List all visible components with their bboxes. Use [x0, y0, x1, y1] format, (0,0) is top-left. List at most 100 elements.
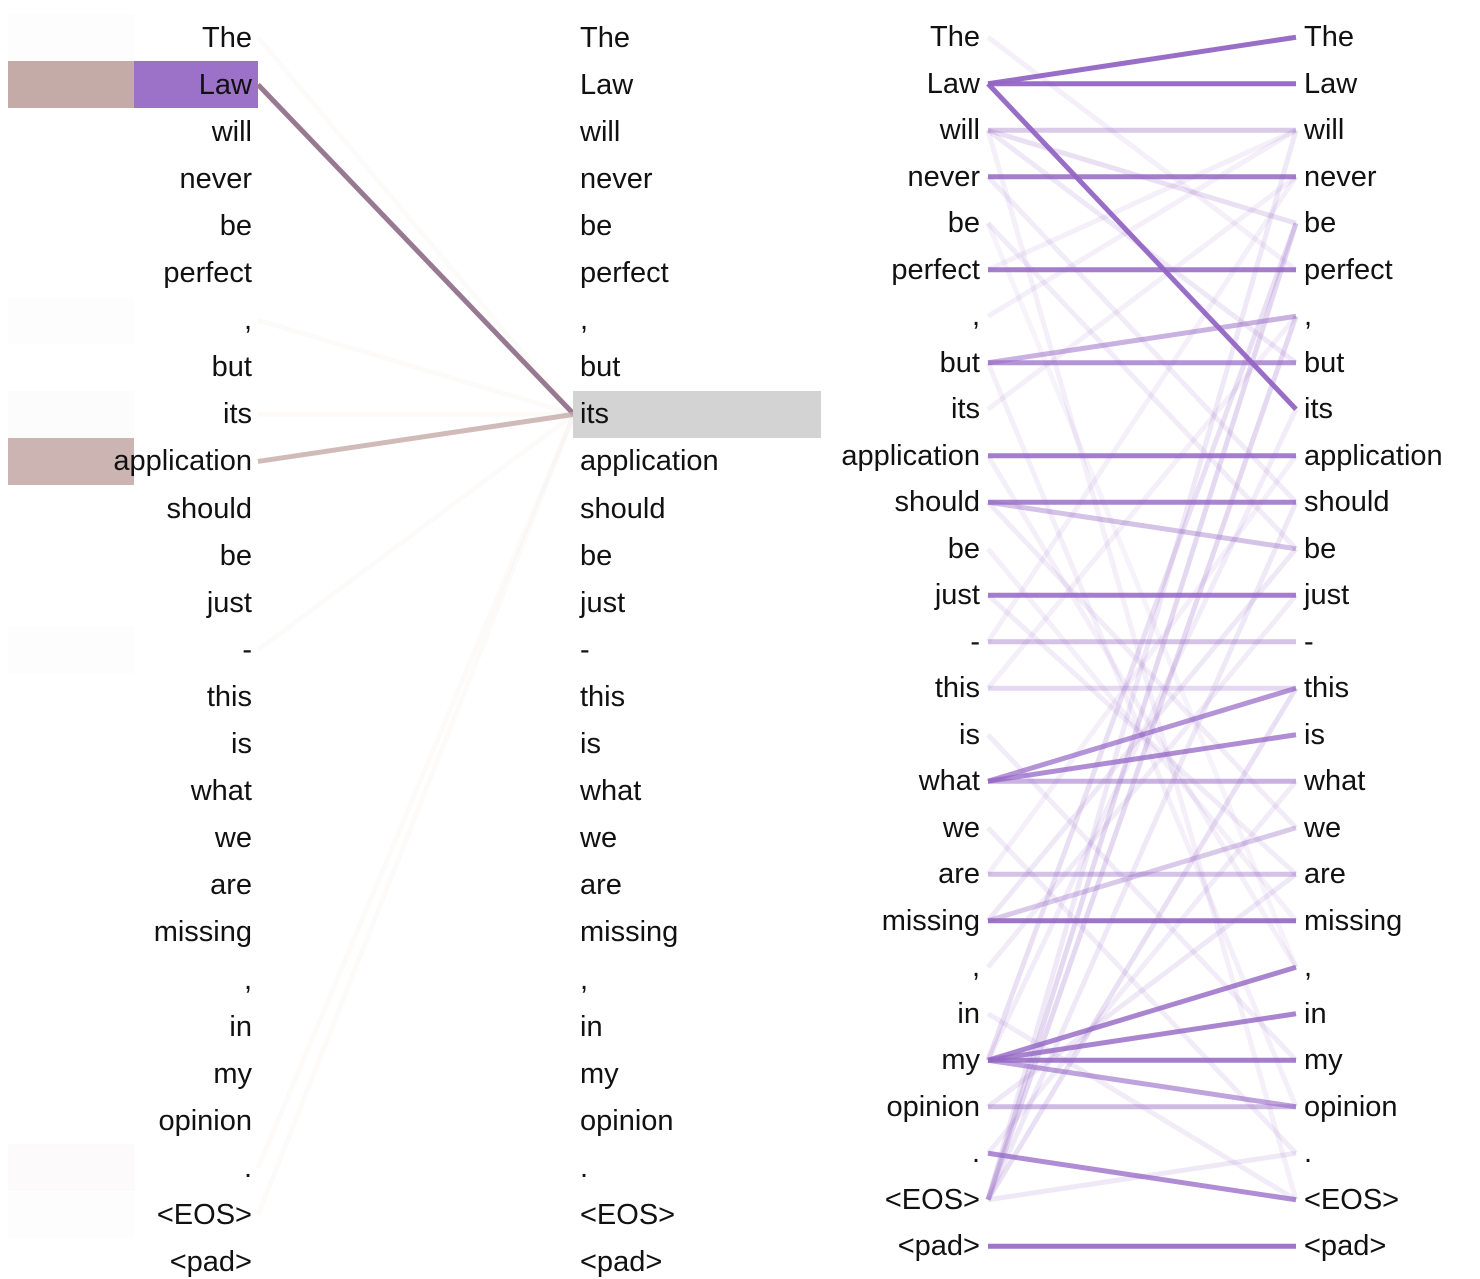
right-target-token[interactable]: what [1304, 765, 1366, 798]
left-source-token[interactable]: <pad> [169, 1246, 252, 1279]
right-target-token[interactable]: be [1304, 207, 1337, 240]
left-source-token[interactable]: this [206, 680, 252, 713]
right-source-token[interactable]: what [918, 765, 980, 798]
right-target-token[interactable]: never [1304, 160, 1377, 193]
right-source-token[interactable]: its [951, 393, 980, 426]
left-target-token[interactable]: but [580, 351, 621, 384]
left-source-token[interactable]: , [243, 963, 252, 996]
left-source-token[interactable]: is [231, 728, 252, 761]
right-source-token[interactable]: <EOS> [884, 1183, 980, 1216]
right-source-token[interactable]: we [942, 811, 980, 844]
left-target-token[interactable]: in [580, 1010, 603, 1043]
right-source-token[interactable]: <pad> [897, 1230, 980, 1263]
right-source-token[interactable]: just [934, 579, 980, 612]
right-source-token[interactable]: my [941, 1044, 980, 1077]
right-target-token[interactable]: . [1304, 1137, 1313, 1170]
left-source-token[interactable]: my [213, 1057, 252, 1090]
left-target-token[interactable]: <pad> [580, 1246, 663, 1279]
right-target-token[interactable]: <EOS> [1304, 1183, 1400, 1216]
right-source-token[interactable]: , [971, 951, 980, 984]
right-target-token[interactable]: The [1304, 21, 1354, 54]
left-target-token[interactable]: perfect [580, 257, 669, 290]
right-source-token[interactable]: , [971, 300, 980, 333]
right-target-token[interactable]: opinion [1304, 1090, 1398, 1123]
left-target-token[interactable]: <EOS> [580, 1199, 676, 1232]
left-source-token[interactable]: application [113, 445, 252, 478]
left-source-token[interactable]: . [243, 1151, 252, 1184]
left-target-token[interactable]: application [580, 445, 719, 478]
right-target-token[interactable]: but [1304, 346, 1345, 379]
right-target-token[interactable]: , [1304, 300, 1313, 333]
left-source-token[interactable]: - [242, 633, 252, 666]
left-target-token[interactable]: never [580, 162, 653, 195]
left-source-token[interactable]: perfect [163, 257, 252, 290]
right-target-token[interactable]: application [1304, 439, 1443, 472]
right-source-token[interactable]: . [971, 1137, 980, 1170]
left-source-token[interactable]: be [219, 539, 252, 572]
left-target-token[interactable]: - [580, 633, 590, 666]
right-target-token[interactable]: we [1304, 811, 1342, 844]
right-target-token[interactable]: missing [1304, 904, 1403, 937]
left-target-token[interactable]: are [580, 869, 622, 902]
right-target-token[interactable]: my [1304, 1044, 1343, 1077]
left-source-token[interactable]: are [210, 869, 252, 902]
right-target-token[interactable]: in [1304, 997, 1327, 1030]
left-source-token[interactable]: will [211, 115, 252, 148]
right-target-token[interactable]: are [1304, 858, 1346, 891]
right-source-token[interactable]: The [930, 21, 980, 54]
left-target-token[interactable]: be [580, 539, 613, 572]
right-source-token[interactable]: are [938, 858, 980, 891]
right-target-token[interactable]: should [1304, 486, 1390, 519]
right-source-token[interactable]: but [939, 346, 980, 379]
right-target-token[interactable]: be [1304, 532, 1337, 565]
left-target-token[interactable]: opinion [580, 1104, 674, 1137]
left-target-token[interactable]: what [580, 775, 642, 808]
left-target-token[interactable]: we [580, 822, 618, 855]
right-target-token[interactable]: Law [1304, 67, 1358, 100]
right-source-token[interactable]: opinion [886, 1090, 980, 1123]
left-source-token[interactable]: we [214, 822, 252, 855]
right-source-token[interactable]: should [894, 486, 980, 519]
left-source-token[interactable]: its [223, 398, 252, 431]
right-target-token[interactable]: its [1304, 393, 1333, 426]
right-source-token[interactable]: will [939, 114, 980, 147]
left-target-token[interactable]: its [580, 398, 609, 431]
left-source-token[interactable]: should [166, 492, 252, 525]
right-target-token[interactable]: just [1304, 579, 1350, 612]
right-target-token[interactable]: this [1304, 672, 1350, 705]
left-source-token[interactable]: missing [153, 916, 252, 949]
right-source-token[interactable]: this [934, 672, 980, 705]
left-target-token[interactable]: missing [580, 916, 679, 949]
left-source-token[interactable]: just [206, 586, 252, 619]
left-source-token[interactable]: never [179, 162, 252, 195]
left-target-token[interactable]: my [580, 1057, 619, 1090]
left-target-token[interactable]: . [580, 1151, 589, 1184]
left-source-token[interactable]: but [211, 351, 252, 384]
left-source-token[interactable]: <EOS> [156, 1199, 252, 1232]
right-source-token[interactable]: perfect [891, 253, 980, 286]
right-source-token[interactable]: missing [881, 904, 980, 937]
left-target-token[interactable]: should [580, 492, 666, 525]
right-source-token[interactable]: be [947, 207, 980, 240]
right-source-token[interactable]: never [907, 160, 980, 193]
left-target-token[interactable]: just [580, 586, 626, 619]
left-source-token[interactable]: opinion [158, 1104, 252, 1137]
left-target-token[interactable]: , [580, 304, 589, 337]
left-source-token[interactable]: , [243, 304, 252, 337]
right-source-token[interactable]: be [947, 532, 980, 565]
right-target-token[interactable]: will [1304, 114, 1345, 147]
right-source-token[interactable]: Law [926, 67, 980, 100]
left-target-token[interactable]: is [580, 728, 601, 761]
right-target-token[interactable]: perfect [1304, 253, 1393, 286]
right-target-token[interactable]: <pad> [1304, 1230, 1387, 1263]
left-target-token[interactable]: this [580, 680, 626, 713]
right-source-token[interactable]: application [841, 439, 980, 472]
right-source-token[interactable]: in [957, 997, 980, 1030]
right-source-token[interactable]: - [970, 625, 980, 658]
left-target-token[interactable]: will [580, 115, 621, 148]
left-source-token[interactable]: The [202, 21, 252, 54]
right-target-token[interactable]: is [1304, 718, 1325, 751]
left-source-token[interactable]: be [219, 209, 252, 242]
left-target-token[interactable]: The [580, 21, 630, 54]
right-target-token[interactable]: - [1304, 625, 1314, 658]
